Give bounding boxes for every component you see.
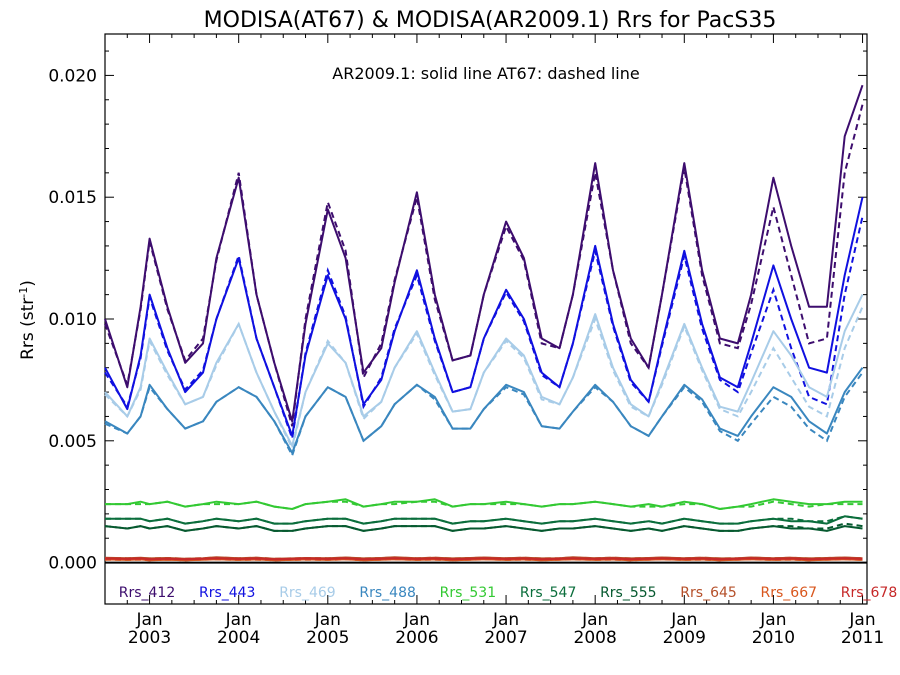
x-tick-label-year: 2003 <box>128 628 171 648</box>
series-rrs-469-ar2009-solid <box>104 294 864 447</box>
legend-entry-rrs-555: Rrs_555 <box>600 585 657 601</box>
y-tick-label: 0.000 <box>48 554 97 574</box>
x-tick-label-month: Jan <box>403 610 430 630</box>
axis-ticks <box>105 34 867 604</box>
series-rrs-488-at67-dashed <box>104 372 864 458</box>
chart-title: MODISA(AT67) & MODISA(AR2009.1) Rrs for … <box>204 8 777 33</box>
series-rrs-678-at67-dashed <box>104 557 863 561</box>
legend-entry-rrs-412: Rrs_412 <box>119 585 176 601</box>
y-tick-label: 0.010 <box>48 310 97 330</box>
legend-entry-rrs-678: Rrs_678 <box>841 585 898 601</box>
x-tick-label-month: Jan <box>225 610 252 630</box>
legend: Rrs_412 Rrs_443 Rrs_469 Rrs_488 Rrs_531 Rrs_5… <box>119 585 898 601</box>
y-tick-label: 0.015 <box>48 188 97 208</box>
x-tick-label-month: Jan <box>314 610 341 630</box>
series-rrs-555-ar2009-solid <box>104 525 863 532</box>
legend-entry-rrs-469: Rrs_469 <box>279 585 336 601</box>
x-tick-label-month: Jan <box>759 610 786 630</box>
series-rrs-531-ar2009-solid <box>105 498 863 510</box>
x-tick-label-month: Jan <box>848 610 875 630</box>
y-tick-label: 0.005 <box>48 432 97 452</box>
x-tick-label-year: 2009 <box>663 628 706 648</box>
x-tick-label-month: Jan <box>670 610 697 630</box>
legend-entry-rrs-667: Rrs_667 <box>761 585 818 601</box>
legend-entry-rrs-443: Rrs_443 <box>199 585 256 601</box>
series-rrs-443-at67-dashed <box>104 216 864 439</box>
legend-entry-rrs-488: Rrs_488 <box>359 585 416 601</box>
x-tick-label-year: 2010 <box>752 628 795 648</box>
y-tick-labels: 0.000 0.005 0.010 0.015 0.020 <box>48 66 97 573</box>
series-rrs-469-at67-dashed <box>104 306 864 452</box>
legend-entry-rrs-547: Rrs_547 <box>520 585 577 601</box>
series-lines <box>104 84 864 562</box>
x-tick-label-month: Jan <box>492 610 519 630</box>
series-rrs-547-ar2009-solid <box>105 515 863 525</box>
y-axis-label: Rrs (str-1) <box>17 280 38 360</box>
x-tick-label-year: 2004 <box>217 628 260 648</box>
x-tick-label-year: 2008 <box>574 628 617 648</box>
x-tick-label-month: Jan <box>135 610 162 630</box>
x-tick-label-year: 2006 <box>395 628 438 648</box>
series-rrs-555-at67-dashed <box>104 522 863 532</box>
y-tick-label: 0.020 <box>48 66 97 86</box>
x-tick-label-year: 2005 <box>306 628 349 648</box>
legend-entry-rrs-645: Rrs_645 <box>680 585 737 601</box>
line-style-annotation: AR2009.1: solid line AT67: dashed line <box>332 64 639 83</box>
x-tick-label-year: 2011 <box>841 628 884 648</box>
series-rrs-547-at67-dashed <box>105 515 863 525</box>
x-tick-labels: Jan2003Jan2004Jan2005Jan2006Jan2007Jan20… <box>128 610 884 648</box>
x-tick-label-month: Jan <box>581 610 608 630</box>
x-tick-label-year: 2007 <box>484 628 527 648</box>
legend-entry-rrs-531: Rrs_531 <box>440 585 497 601</box>
series-rrs-412-at67-dashed <box>104 104 864 427</box>
